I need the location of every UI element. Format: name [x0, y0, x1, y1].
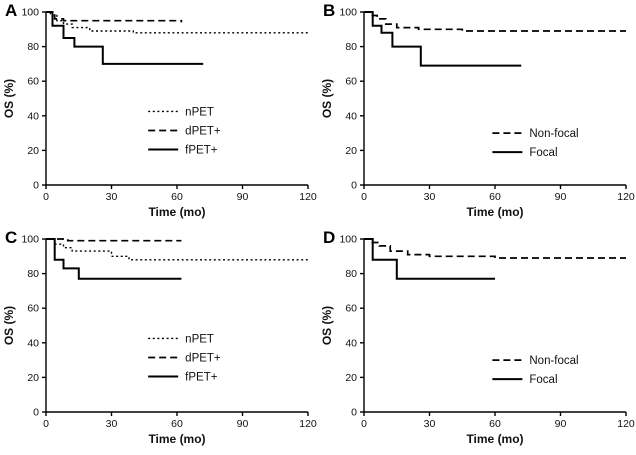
legend-label-nPET: nPET: [185, 333, 214, 345]
svg-text:40: 40: [345, 337, 357, 349]
series-nPET: [46, 11, 308, 34]
svg-text:40: 40: [345, 110, 357, 122]
legend-label-dPET+: dPET+: [185, 352, 221, 364]
legend-label-dPET+: dPET+: [185, 125, 221, 137]
legend-label-Focal: Focal: [529, 374, 557, 386]
svg-text:20: 20: [27, 372, 39, 384]
km-chart-c: 0 30 60 90 120 0 20 40 60 80 100 Time (mo) OS (%) nPE…: [2, 234, 317, 447]
svg-text:60: 60: [345, 76, 357, 88]
x-axis-label: Time (mo): [148, 432, 205, 446]
svg-text:30: 30: [424, 418, 436, 430]
axes: [42, 238, 309, 416]
svg-text:0: 0: [361, 191, 367, 203]
y-axis-label: OS (%): [320, 306, 334, 345]
legend-label-fPET+: fPET+: [185, 144, 218, 156]
legend-label-nPET: nPET: [185, 106, 214, 118]
svg-text:60: 60: [27, 303, 39, 315]
series-fPET+: [46, 11, 204, 65]
svg-text:120: 120: [299, 418, 317, 430]
series-dPET+: [46, 11, 183, 23]
svg-text:30: 30: [106, 418, 118, 430]
x-axis-label: Time (mo): [466, 205, 523, 219]
svg-text:100: 100: [21, 234, 39, 246]
panel-d: D 0 30 60 90 120 0 20 40 60 80 100 Time (mo) OS (%) N…: [318, 227, 636, 454]
legend-label-Non-focal: Non-focal: [529, 355, 578, 367]
svg-text:60: 60: [489, 191, 501, 203]
svg-text:0: 0: [43, 191, 49, 203]
series-Non-focal: [364, 238, 626, 259]
svg-text:90: 90: [555, 418, 567, 430]
panel-b: B 0 30 60 90 120 0 20 40 60 80 100 Time (mo) OS (%) N…: [318, 0, 636, 227]
svg-text:20: 20: [345, 372, 357, 384]
km-chart-b: 0 30 60 90 120 0 20 40 60 80 100 Time (mo) OS (%) Non…: [320, 7, 635, 220]
svg-text:120: 120: [617, 418, 635, 430]
svg-text:60: 60: [489, 418, 501, 430]
legend-label-fPET+: fPET+: [185, 371, 218, 383]
legend: Non-focal Focal: [492, 128, 579, 159]
svg-text:40: 40: [27, 337, 39, 349]
y-axis-label: OS (%): [2, 79, 16, 118]
svg-text:90: 90: [237, 191, 249, 203]
svg-text:20: 20: [345, 145, 357, 157]
svg-text:120: 120: [299, 191, 317, 203]
series-nPET: [46, 238, 308, 261]
series-dPET+: [46, 238, 182, 242]
axes: [360, 11, 627, 189]
svg-text:20: 20: [27, 145, 39, 157]
legend: nPET dPET+ fPET+: [148, 106, 221, 156]
svg-text:80: 80: [345, 268, 357, 280]
svg-text:30: 30: [424, 191, 436, 203]
panel-c: C 0 30 60 90 120 0 20 40 60 80 100 Time (mo) OS (%) n…: [0, 227, 318, 454]
km-chart-a: 0 30 60 90 120 0 20 40 60 80 100 Time (mo) OS (%) nPE…: [2, 7, 317, 220]
svg-text:0: 0: [43, 418, 49, 430]
series-Focal: [364, 11, 522, 67]
legend: Non-focal Focal: [492, 355, 579, 386]
y-axis-label: OS (%): [2, 306, 16, 345]
svg-text:30: 30: [106, 191, 118, 203]
panel-letter-b: B: [323, 1, 336, 20]
svg-text:90: 90: [555, 191, 567, 203]
svg-text:100: 100: [339, 7, 357, 19]
svg-text:0: 0: [351, 407, 357, 419]
series-Non-focal: [364, 11, 626, 32]
svg-text:0: 0: [361, 418, 367, 430]
tick-labels: 0 30 60 90 120 0 20 40 60 80 100: [21, 7, 316, 204]
axes: [42, 11, 309, 189]
panel-letter-c: C: [5, 228, 18, 247]
svg-text:80: 80: [27, 41, 39, 53]
svg-text:80: 80: [345, 41, 357, 53]
svg-text:100: 100: [339, 234, 357, 246]
series-fPET+: [46, 238, 182, 280]
svg-text:40: 40: [27, 110, 39, 122]
tick-labels: 0 30 60 90 120 0 20 40 60 80 100: [21, 234, 316, 431]
svg-text:90: 90: [237, 418, 249, 430]
series-Focal: [364, 238, 495, 280]
svg-text:0: 0: [33, 407, 39, 419]
tick-labels: 0 30 60 90 120 0 20 40 60 80 100: [339, 234, 634, 431]
panel-letter-d: D: [323, 228, 336, 247]
svg-text:100: 100: [21, 7, 39, 19]
svg-text:60: 60: [27, 76, 39, 88]
km-chart-d: 0 30 60 90 120 0 20 40 60 80 100 Time (mo) OS (%) Non…: [320, 234, 635, 447]
svg-text:80: 80: [27, 268, 39, 280]
legend-label-Focal: Focal: [529, 147, 557, 159]
x-axis-label: Time (mo): [466, 432, 523, 446]
panel-letter-a: A: [5, 1, 18, 20]
svg-text:120: 120: [617, 191, 635, 203]
svg-text:60: 60: [171, 418, 183, 430]
panel-a: A 0 30 60 90 120 0 20 40 60 80 100 Time (mo) OS (%) n…: [0, 0, 318, 227]
legend: nPET dPET+ fPET+: [148, 333, 221, 383]
axes: [360, 238, 627, 416]
x-axis-label: Time (mo): [148, 205, 205, 219]
legend-label-Non-focal: Non-focal: [529, 128, 578, 140]
svg-text:60: 60: [171, 191, 183, 203]
svg-text:60: 60: [345, 303, 357, 315]
y-axis-label: OS (%): [320, 79, 334, 118]
svg-text:0: 0: [351, 180, 357, 192]
tick-labels: 0 30 60 90 120 0 20 40 60 80 100: [339, 7, 634, 204]
svg-text:0: 0: [33, 180, 39, 192]
